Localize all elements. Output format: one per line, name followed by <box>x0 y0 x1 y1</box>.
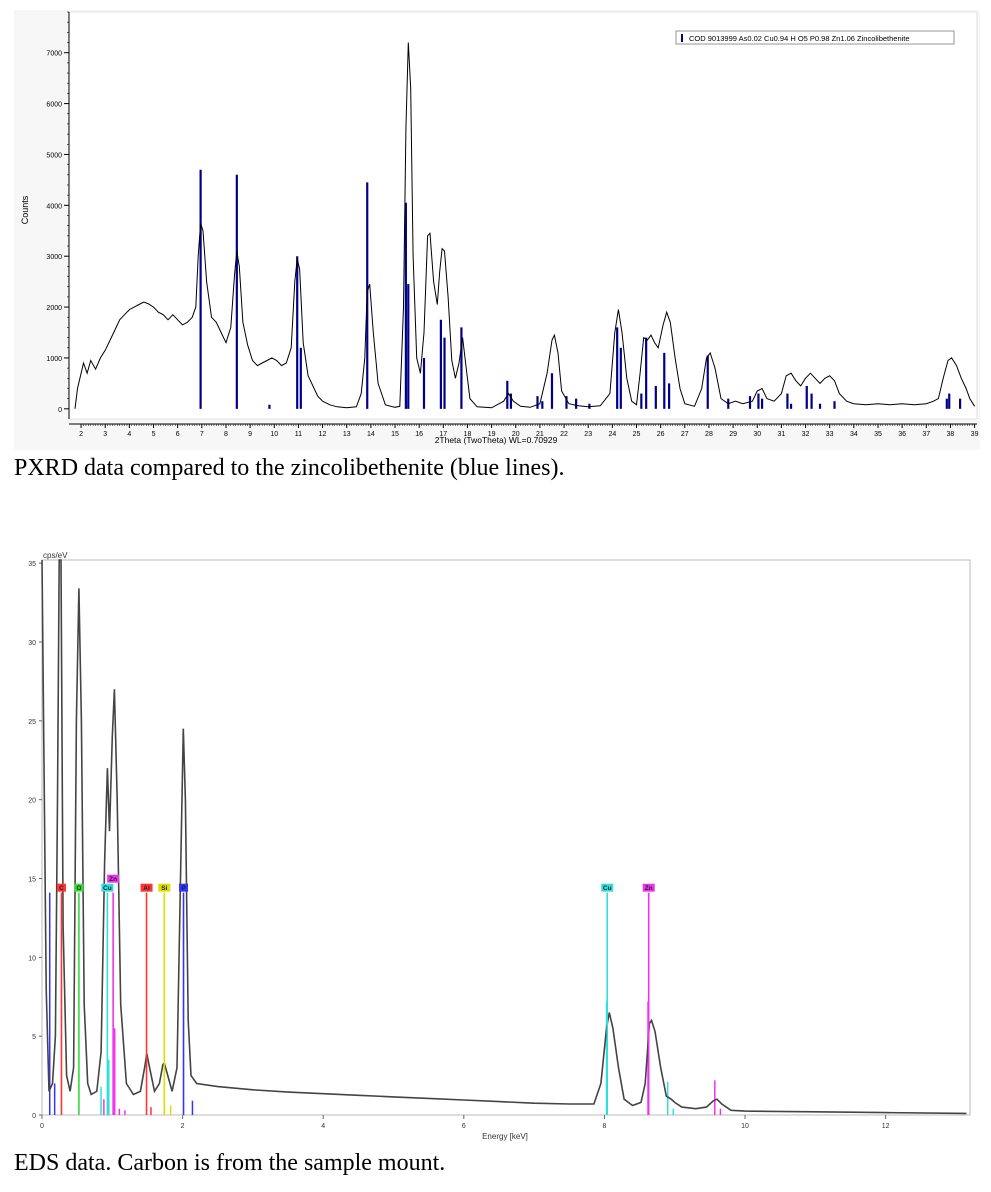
y-tick-label: 0 <box>58 407 62 414</box>
x-tick-label: 2 <box>79 431 83 438</box>
y-tick-label: 7000 <box>46 51 62 58</box>
y-tick-label: 15 <box>28 876 36 883</box>
eds-caption: EDS data. Carbon is from the sample moun… <box>14 1150 446 1176</box>
element-label-box <box>140 883 153 892</box>
x-tick-label: 38 <box>947 431 955 438</box>
x-tick-label: 8 <box>602 1123 606 1130</box>
element-label-box <box>74 883 84 892</box>
x-tick-label: 2 <box>181 1123 185 1130</box>
element-label-box <box>56 883 66 892</box>
y-tick-label: 25 <box>28 719 36 726</box>
eds-chart: 0 5 10 15 20 25 30 35 0 2 4 6 8 10 12 C O Cu Zn Al Si P Cu Zn … <box>14 548 974 1148</box>
y-tick-label: 3000 <box>46 254 62 261</box>
element-label: Al <box>143 885 150 892</box>
element-label: Si <box>161 885 167 892</box>
element-label: C <box>59 885 64 892</box>
x-tick-label: 11 <box>295 431 302 438</box>
element-label-box <box>158 883 171 892</box>
eds-x-axis-label: Energy [keV] <box>482 1132 528 1141</box>
x-tick-label: 9 <box>248 431 252 438</box>
element-label: Zn <box>109 876 117 883</box>
legend-label: COD 9013999 As0.02 Cu0.94 H O5 P0.98 Zn1… <box>689 34 910 43</box>
x-tick-label: 25 <box>633 431 641 438</box>
x-tick-label: 4 <box>321 1123 325 1130</box>
x-tick-label: 3 <box>103 431 107 438</box>
x-tick-label: 24 <box>608 431 616 438</box>
x-tick-label: 0 <box>40 1123 44 1130</box>
y-tick-label: 35 <box>28 561 36 568</box>
y-tick-label: 0 <box>32 1113 36 1120</box>
x-tick-label: 15 <box>391 431 399 438</box>
x-tick-label: 5 <box>152 431 156 438</box>
element-label-box <box>107 874 120 883</box>
x-tick-label: 37 <box>922 431 930 438</box>
x-tick-label: 32 <box>802 431 810 438</box>
y-tick-label: 20 <box>28 798 36 805</box>
pxrd-chart: 0 1000 2000 3000 4000 5000 6000 7000 2 3 4 5 6 7 8 9 10 1… <box>14 10 980 450</box>
x-tick-label: 30 <box>753 431 761 438</box>
element-label: P <box>181 885 186 892</box>
x-tick-label: 31 <box>777 431 785 438</box>
x-tick-label: 6 <box>462 1123 466 1130</box>
element-label-box <box>101 883 114 892</box>
x-tick-label: 26 <box>657 431 665 438</box>
x-tick-label: 21 <box>536 431 544 438</box>
x-tick-label: 20 <box>512 431 520 438</box>
element-label: Cu <box>603 885 612 892</box>
x-tick-label: 35 <box>874 431 882 438</box>
x-tick-label: 6 <box>176 431 180 438</box>
x-tick-label: 39 <box>971 431 979 438</box>
x-tick-label: 36 <box>898 431 906 438</box>
x-tick-label: 14 <box>367 431 375 438</box>
x-tick-label: 28 <box>705 431 713 438</box>
x-tick-label: 17 <box>439 431 447 438</box>
element-label-box <box>642 883 655 892</box>
pxrd-pattern-line <box>74 42 976 409</box>
y-tick-label: 30 <box>28 640 36 647</box>
element-label: O <box>76 885 81 892</box>
x-tick-label: 10 <box>741 1123 749 1130</box>
legend-swatch <box>681 34 683 42</box>
x-tick-label: 22 <box>560 431 568 438</box>
y-tick-label: 6000 <box>46 102 62 109</box>
x-tick-label: 27 <box>681 431 689 438</box>
x-tick-label: 33 <box>826 431 834 438</box>
eds-y-axis-label: cps/eV <box>43 551 68 560</box>
element-label: Cu <box>103 885 112 892</box>
y-tick-label: 1000 <box>46 356 62 363</box>
x-tick-label: 23 <box>584 431 592 438</box>
pxrd-legend: COD 9013999 As0.02 Cu0.94 H O5 P0.98 Zn1… <box>675 30 955 45</box>
x-tick-label: 18 <box>464 431 472 438</box>
element-label-box <box>179 883 189 892</box>
x-tick-label: 19 <box>488 431 496 438</box>
eds-spectrum-line <box>41 559 967 1115</box>
x-tick-label: 10 <box>270 431 278 438</box>
y-tick-label: 10 <box>28 955 36 962</box>
x-tick-label: 8 <box>224 431 228 438</box>
y-tick-label: 2000 <box>46 305 62 312</box>
pxrd-y-axis-label: Counts <box>20 195 30 224</box>
x-tick-label: 29 <box>729 431 737 438</box>
pxrd-x-axis-label: 2Theta (TwoTheta) WL=0.70929 <box>435 435 558 445</box>
element-label-box <box>601 883 614 892</box>
x-tick-label: 4 <box>127 431 131 438</box>
y-tick-label: 4000 <box>46 203 62 210</box>
x-tick-label: 12 <box>319 431 327 438</box>
element-label: Zn <box>645 885 653 892</box>
y-tick-label: 5 <box>32 1034 36 1041</box>
x-tick-label: 16 <box>415 431 423 438</box>
x-tick-label: 12 <box>882 1123 890 1130</box>
y-tick-label: 5000 <box>46 152 62 159</box>
x-tick-label: 7 <box>200 431 204 438</box>
pxrd-caption: PXRD data compared to the zincolibetheni… <box>14 455 565 481</box>
x-tick-label: 34 <box>850 431 858 438</box>
x-tick-label: 13 <box>343 431 351 438</box>
